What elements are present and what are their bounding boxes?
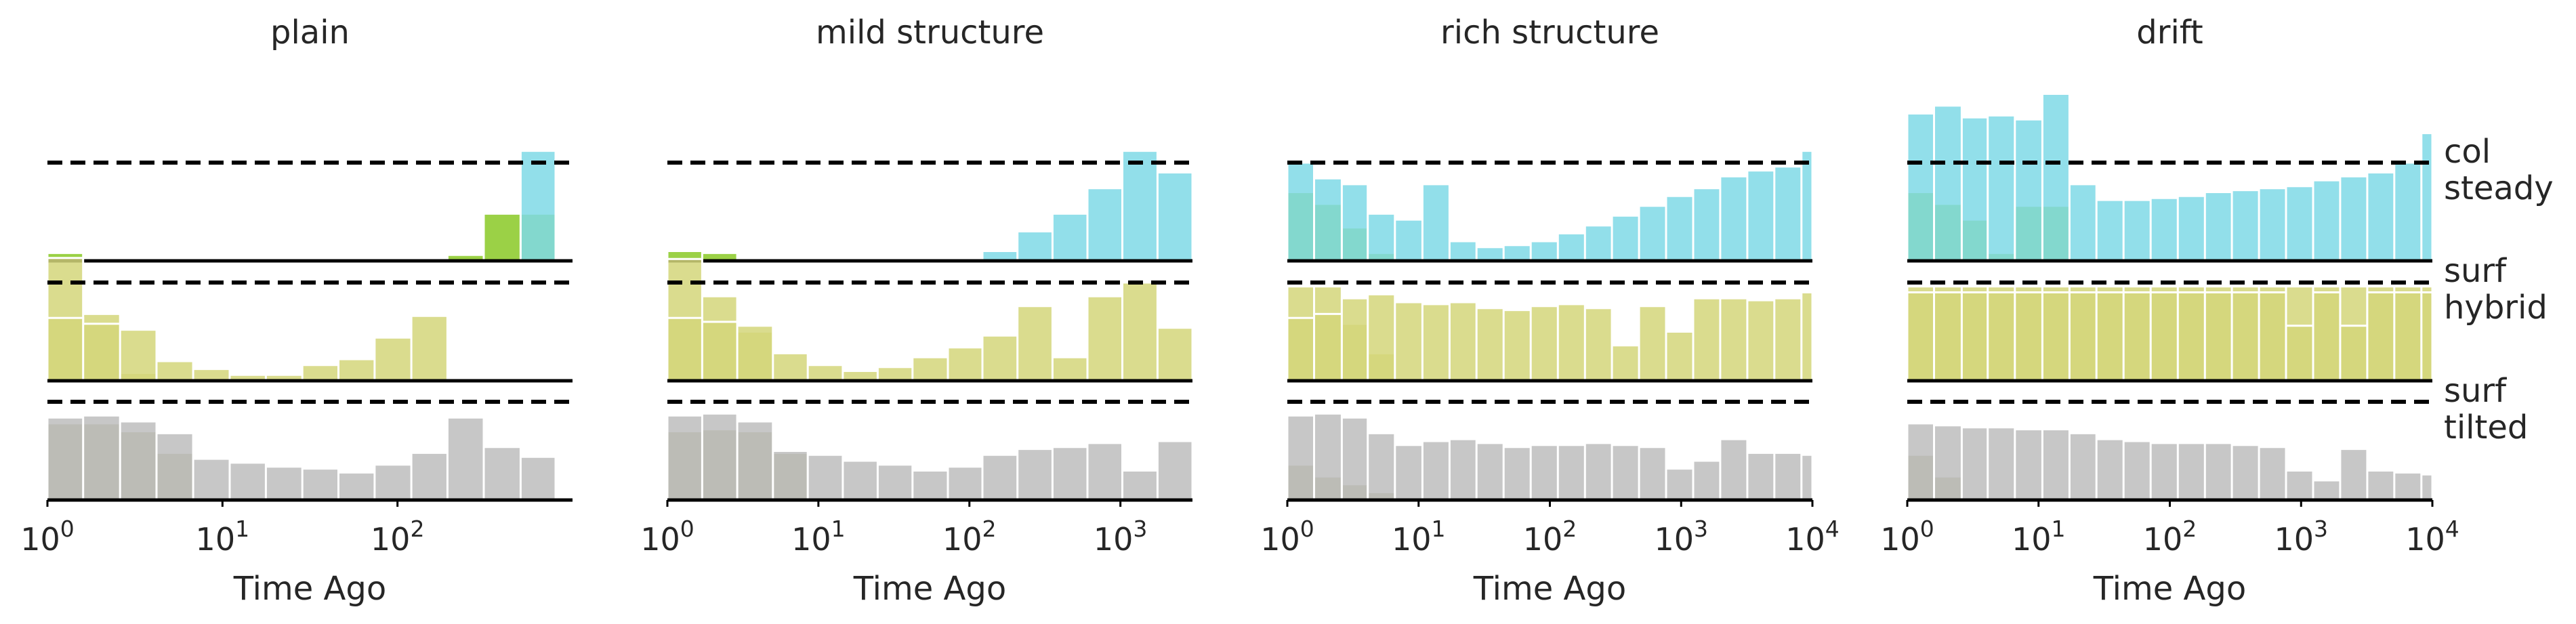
x-tick-label: 104 xyxy=(1785,516,1840,558)
row-1-series-2-bars xyxy=(1286,150,1814,262)
tick-mantissa: 10 xyxy=(2405,521,2445,558)
x-tick-label: 103 xyxy=(1094,516,1148,558)
tick-exponent: 0 xyxy=(1920,516,1934,542)
x-tick-label: 102 xyxy=(371,516,425,558)
tick-mantissa: 10 xyxy=(2274,521,2314,558)
x-axis-label: Time Ago xyxy=(2093,570,2246,608)
row-label-line1: col xyxy=(2444,133,2491,171)
tick-exponent: 1 xyxy=(831,516,846,542)
tick-mantissa: 10 xyxy=(942,521,982,558)
x-tick-label: 102 xyxy=(942,516,997,558)
tick-exponent: 3 xyxy=(1133,516,1147,542)
x-tick-label: 103 xyxy=(1654,516,1708,558)
tick-mantissa: 10 xyxy=(1260,521,1300,558)
x-axis-label: Time Ago xyxy=(233,570,386,608)
x-tick-label: 100 xyxy=(1260,516,1314,558)
x-tick-label: 103 xyxy=(2274,516,2328,558)
tick-exponent: 0 xyxy=(1300,516,1314,542)
tick-exponent: 2 xyxy=(2182,516,2197,542)
row-1-series-1-bars xyxy=(46,212,557,262)
tick-mantissa: 10 xyxy=(1654,521,1694,558)
tick-exponent: 1 xyxy=(1432,516,1446,542)
x-tick-label: 100 xyxy=(20,516,75,558)
tick-exponent: 1 xyxy=(235,516,249,542)
tick-exponent: 4 xyxy=(2445,516,2459,542)
tick-mantissa: 10 xyxy=(196,521,236,558)
x-axis-label: Time Ago xyxy=(1473,570,1626,608)
row-3-series-2-bars xyxy=(1286,412,1814,501)
row-3-series-2-bars xyxy=(666,412,1194,501)
tick-exponent: 2 xyxy=(982,516,997,542)
panel-title: drift xyxy=(2136,14,2203,51)
row-label-line1: surf xyxy=(2444,252,2507,290)
x-tick-label: 101 xyxy=(2012,516,2066,558)
row-label-line2: steady xyxy=(2444,169,2554,207)
row-3-series-2-bars xyxy=(46,414,557,501)
x-tick-label: 102 xyxy=(1523,516,1577,558)
tick-mantissa: 10 xyxy=(371,521,411,558)
row-label-line2: hybrid xyxy=(2444,289,2548,327)
x-tick-label: 104 xyxy=(2405,516,2459,558)
row-2-series-2-bars xyxy=(666,281,1194,382)
tick-mantissa: 10 xyxy=(1880,521,1920,558)
panel-title: rich structure xyxy=(1440,14,1659,51)
tick-exponent: 2 xyxy=(1562,516,1577,542)
tick-mantissa: 10 xyxy=(1094,521,1134,558)
tick-exponent: 0 xyxy=(60,516,75,542)
row-2-series-2-bars xyxy=(1286,291,1814,382)
tick-mantissa: 10 xyxy=(1523,521,1563,558)
tick-exponent: 1 xyxy=(2052,516,2066,542)
row-1-series-2-bars xyxy=(519,150,557,262)
x-tick-label: 100 xyxy=(640,516,694,558)
row-1-series-2-bars xyxy=(1906,93,2434,262)
x-tick-label: 102 xyxy=(2143,516,2197,558)
tick-mantissa: 10 xyxy=(1785,521,1825,558)
row-2-series-2-bars xyxy=(46,314,449,382)
tick-exponent: 2 xyxy=(410,516,424,542)
x-tick-label: 101 xyxy=(196,516,250,558)
x-tick-label: 101 xyxy=(791,516,846,558)
x-tick-label: 101 xyxy=(1392,516,1446,558)
row-label-line2: tilted xyxy=(2444,409,2528,446)
tick-exponent: 3 xyxy=(2314,516,2328,542)
row-2-series-2-bars xyxy=(1906,291,2434,382)
panel-title: plain xyxy=(270,14,350,51)
tick-exponent: 4 xyxy=(1825,516,1840,542)
tick-mantissa: 10 xyxy=(2143,521,2183,558)
tick-mantissa: 10 xyxy=(2012,521,2052,558)
panel-title: mild structure xyxy=(816,14,1044,51)
x-tick-label: 100 xyxy=(1880,516,1934,558)
row-3-series-2-bars xyxy=(1906,422,2434,501)
x-axis-label: Time Ago xyxy=(853,570,1006,608)
row-label-line1: surf xyxy=(2444,372,2507,410)
tick-exponent: 0 xyxy=(680,516,694,542)
tick-mantissa: 10 xyxy=(1392,521,1432,558)
row-1-series-2-bars xyxy=(981,150,1194,262)
tick-mantissa: 10 xyxy=(640,521,680,558)
tick-mantissa: 10 xyxy=(20,521,60,558)
tick-mantissa: 10 xyxy=(791,521,831,558)
tick-exponent: 3 xyxy=(1694,516,1708,542)
